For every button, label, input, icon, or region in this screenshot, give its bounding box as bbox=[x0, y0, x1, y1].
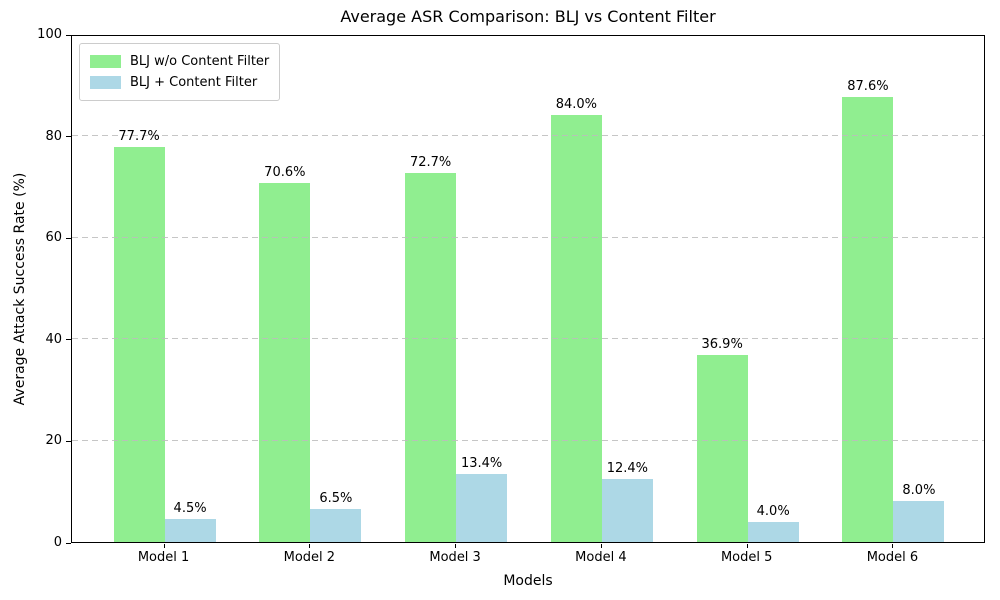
legend-item: BLJ + Content Filter bbox=[90, 72, 269, 93]
x-tick-label: Model 4 bbox=[575, 550, 627, 565]
bar-model5-series1 bbox=[696, 354, 748, 542]
bar-value-label: 13.4% bbox=[460, 455, 503, 471]
x-tick-mark bbox=[600, 544, 602, 548]
x-tick-mark bbox=[309, 544, 311, 548]
bar-value-label: 8.0% bbox=[902, 483, 936, 499]
bar-value-label: 4.0% bbox=[756, 503, 790, 519]
y-tick-mark bbox=[66, 237, 71, 239]
x-tick-label: Model 6 bbox=[866, 550, 919, 565]
y-tick-label: 80 bbox=[45, 128, 62, 144]
gridline bbox=[72, 236, 984, 238]
y-tick-mark bbox=[66, 542, 71, 544]
y-tick-mark bbox=[66, 136, 71, 138]
legend-swatch bbox=[90, 76, 121, 89]
y-tick-label: 60 bbox=[45, 230, 62, 246]
x-axis-label: Models bbox=[503, 573, 553, 589]
gridline bbox=[72, 338, 984, 340]
bar-model5-series2 bbox=[747, 521, 799, 542]
x-tick-mark bbox=[746, 544, 748, 548]
bar-model1-series2 bbox=[164, 519, 216, 542]
y-tick-label: 40 bbox=[45, 331, 62, 347]
y-tick-label: 100 bbox=[37, 27, 62, 42]
bar-model1-series1 bbox=[113, 147, 165, 542]
bar-model4-series1 bbox=[550, 115, 602, 542]
bar-model3-series2 bbox=[456, 473, 508, 542]
bar-value-label: 36.9% bbox=[701, 336, 743, 352]
y-tick-mark bbox=[66, 339, 71, 341]
gridline bbox=[72, 135, 984, 137]
y-tick-mark bbox=[66, 440, 71, 442]
x-tick-label: Model 5 bbox=[720, 550, 773, 565]
bar-value-label: 72.7% bbox=[409, 154, 452, 170]
bar-value-label: 12.4% bbox=[606, 461, 649, 477]
y-tick-mark bbox=[66, 34, 71, 36]
bar-model6-series1 bbox=[842, 97, 894, 542]
x-tick-mark bbox=[455, 544, 457, 548]
bar-model6-series2 bbox=[893, 501, 945, 542]
y-tick-label: 0 bbox=[53, 535, 62, 550]
legend-label: BLJ + Content Filter bbox=[130, 75, 258, 90]
legend: BLJ w/o Content Filter BLJ + Content Filt… bbox=[79, 43, 281, 101]
chart-title: Average ASR Comparison: BLJ vs Content F… bbox=[340, 7, 716, 26]
legend-swatch bbox=[90, 55, 121, 68]
x-tick-label: Model 1 bbox=[137, 550, 190, 565]
legend-item: BLJ w/o Content Filter bbox=[90, 51, 269, 72]
gridline bbox=[72, 439, 984, 441]
bar-model4-series2 bbox=[601, 479, 653, 542]
y-axis-label: Average Attack Success Rate (%) bbox=[12, 172, 28, 406]
bar-value-label: 6.5% bbox=[319, 490, 353, 506]
bar-value-label: 87.6% bbox=[847, 79, 889, 94]
plot-area: BLJ w/o Content Filter BLJ + Content Filt… bbox=[71, 35, 985, 543]
x-tick-label: Model 2 bbox=[283, 550, 336, 565]
bar-value-label: 77.7% bbox=[118, 129, 160, 145]
bar-value-label: 70.6% bbox=[264, 165, 306, 181]
x-tick-mark bbox=[892, 544, 894, 548]
bar-model3-series1 bbox=[405, 172, 457, 542]
bar-value-label: 84.0% bbox=[555, 97, 598, 113]
y-tick-label: 20 bbox=[45, 433, 62, 449]
bar-model2-series1 bbox=[259, 183, 311, 542]
x-tick-mark bbox=[163, 544, 165, 548]
x-tick-label: Model 3 bbox=[429, 550, 481, 565]
bar-value-label: 4.5% bbox=[173, 501, 207, 517]
bar-model2-series2 bbox=[310, 508, 362, 542]
legend-label: BLJ w/o Content Filter bbox=[130, 54, 270, 69]
